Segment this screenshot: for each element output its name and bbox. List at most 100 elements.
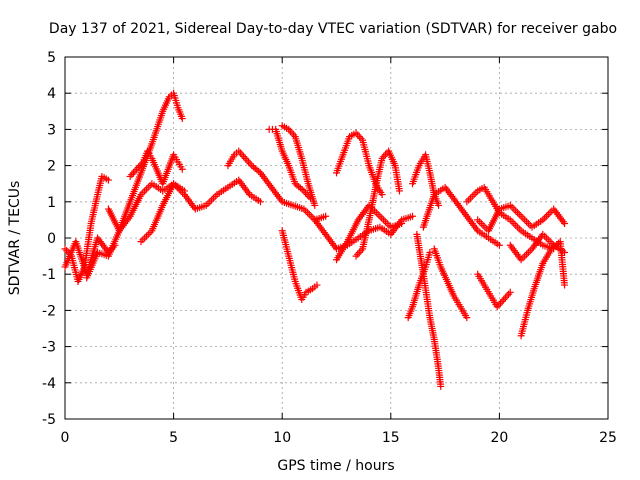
data-point bbox=[515, 225, 523, 233]
data-point bbox=[541, 232, 549, 240]
data-point bbox=[378, 191, 386, 199]
y-tick-label: 2 bbox=[47, 159, 56, 175]
data-point bbox=[240, 153, 248, 161]
data-point bbox=[512, 207, 520, 215]
data-point bbox=[131, 167, 139, 175]
data-point bbox=[241, 154, 249, 162]
x-tick-label: 5 bbox=[169, 430, 178, 446]
data-point bbox=[133, 165, 141, 173]
data-point bbox=[141, 187, 149, 195]
y-tick-label: -3 bbox=[42, 340, 56, 356]
data-point bbox=[468, 192, 476, 200]
data-point bbox=[409, 212, 417, 220]
series-track-09 bbox=[278, 122, 319, 209]
data-point bbox=[256, 198, 264, 206]
data-point bbox=[523, 250, 531, 258]
data-point bbox=[521, 216, 529, 224]
data-point bbox=[61, 245, 69, 253]
series-track-19 bbox=[430, 245, 471, 322]
data-point bbox=[246, 160, 254, 168]
data-point bbox=[542, 212, 550, 220]
data-point bbox=[463, 314, 471, 322]
data-point bbox=[437, 382, 445, 390]
data-point bbox=[305, 210, 313, 218]
data-point bbox=[526, 247, 534, 255]
y-tick-label: -1 bbox=[42, 267, 56, 283]
data-point bbox=[496, 299, 504, 307]
data-point bbox=[495, 241, 503, 249]
data-point bbox=[385, 221, 393, 229]
data-point bbox=[311, 201, 319, 209]
data-point bbox=[517, 212, 525, 220]
chart-title: Day 137 of 2021, Sidereal Day-to-day VTE… bbox=[49, 21, 617, 37]
data-point bbox=[426, 248, 434, 256]
data-point bbox=[243, 156, 251, 164]
data-point bbox=[501, 294, 509, 302]
data-point bbox=[466, 194, 474, 202]
y-tick-label: 4 bbox=[47, 86, 56, 102]
data-point bbox=[524, 248, 532, 256]
data-point bbox=[465, 196, 473, 204]
data-points bbox=[61, 89, 569, 390]
data-point bbox=[304, 209, 312, 217]
x-tick-label: 25 bbox=[599, 430, 617, 446]
series-track-23 bbox=[517, 238, 569, 340]
y-tick-label: 5 bbox=[47, 50, 56, 66]
data-point bbox=[479, 221, 487, 229]
data-point bbox=[541, 214, 549, 222]
data-point bbox=[505, 290, 513, 298]
data-point bbox=[510, 220, 518, 228]
data-point bbox=[519, 214, 527, 222]
data-point bbox=[380, 216, 388, 224]
data-point bbox=[104, 176, 112, 184]
data-point bbox=[178, 115, 186, 123]
data-point bbox=[395, 187, 403, 195]
data-point bbox=[378, 214, 386, 222]
data-point bbox=[355, 248, 363, 256]
data-point bbox=[211, 192, 219, 200]
series-track-05 bbox=[126, 147, 186, 188]
y-axis-label: SDTVAR / TECUs bbox=[7, 181, 23, 296]
data-point bbox=[544, 236, 552, 244]
data-point bbox=[374, 210, 382, 218]
data-point bbox=[354, 250, 362, 258]
series-track-07 bbox=[224, 147, 330, 224]
data-point bbox=[523, 218, 531, 226]
x-tick-label: 0 bbox=[61, 430, 70, 446]
data-point bbox=[561, 220, 569, 228]
data-point bbox=[474, 216, 482, 224]
data-point bbox=[381, 218, 389, 226]
series-track-14 bbox=[352, 147, 403, 260]
data-point bbox=[178, 165, 186, 173]
data-point bbox=[544, 210, 552, 218]
data-point bbox=[503, 292, 511, 300]
data-point bbox=[542, 234, 550, 242]
data-point bbox=[561, 248, 569, 256]
data-point bbox=[245, 158, 253, 166]
y-tick-label: 0 bbox=[47, 231, 56, 247]
series-track-15 bbox=[409, 151, 443, 209]
data-point bbox=[137, 238, 145, 246]
x-tick-label: 10 bbox=[273, 430, 291, 446]
data-point bbox=[129, 169, 137, 177]
data-point bbox=[463, 198, 471, 206]
data-point bbox=[515, 210, 523, 218]
series-track-18 bbox=[419, 183, 503, 249]
data-point bbox=[508, 218, 516, 226]
data-point bbox=[313, 281, 321, 289]
data-point bbox=[142, 232, 150, 240]
series-track-17 bbox=[413, 230, 445, 390]
data-point bbox=[141, 234, 149, 242]
data-point bbox=[288, 129, 296, 137]
data-point bbox=[139, 236, 147, 244]
data-point bbox=[142, 185, 150, 193]
data-point bbox=[506, 288, 514, 296]
data-point bbox=[144, 230, 152, 238]
data-point bbox=[514, 223, 521, 231]
data-point bbox=[514, 209, 521, 217]
y-tick-label: -4 bbox=[42, 376, 56, 392]
data-point bbox=[508, 203, 516, 211]
data-point bbox=[209, 194, 217, 202]
data-point bbox=[236, 149, 244, 157]
